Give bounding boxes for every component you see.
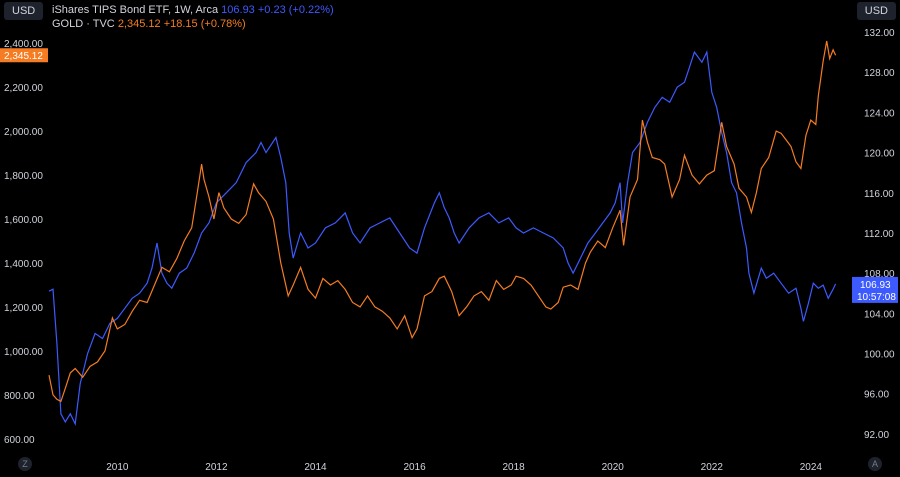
x-axis-tick-label: 2014 [304,462,327,473]
left-axis-tick-label: 800.00 [4,391,35,402]
right-axis-tick-label: 108.00 [864,269,895,280]
x-axis-tick-label: 2012 [205,462,228,473]
legend-gold-price: 2,345.12 [117,18,161,30]
legend-tips-name: iShares TIPS Bond ETF, 1W, Arca [52,4,219,16]
left-axis-tick-label: 1,000.00 [4,347,43,358]
series-line-tips [48,50,837,426]
right-axis-tick-label: 112.00 [864,229,894,240]
left-axis-tick-label: 600.00 [4,435,35,446]
x-axis-tick-label: 2020 [602,462,625,473]
tips-last-value-label: 106.93 [860,280,891,291]
auto-scale-button[interactable]: A [868,457,882,471]
series-line-gold [48,40,837,403]
legend-tips-change: +0.23 (+0.22%) [257,4,334,16]
left-axis-tick-label: 1,800.00 [4,171,43,182]
legend-gold-name: GOLD · TVC [52,18,115,30]
right-axis-tick-label: 128.00 [864,68,895,79]
right-axis-tick-label: 116.00 [864,189,894,200]
legend-gold-change: +18.15 (+0.78%) [163,18,246,30]
gold-last-value-badge [0,48,48,63]
gold-last-value-label: 2,345.12 [4,51,43,62]
right-axis-tick-label: 120.00 [864,149,895,160]
zoom-button[interactable]: Z [18,457,32,471]
right-axis-tick-label: 100.00 [864,350,895,361]
left-axis-tick-label: 1,400.00 [4,259,43,270]
left-axis-tick-label: 1,600.00 [4,215,43,226]
left-currency-button[interactable]: USD [4,2,44,20]
right-axis-tick-label: 96.00 [864,390,889,401]
bar-countdown-label: 10:57:08 [857,292,896,303]
right-axis-tick-label: 124.00 [864,108,895,119]
legend-tips-price: 106.93 [221,4,255,16]
left-axis-tick-label: 2,200.00 [4,83,43,94]
left-axis-tick-label: 1,200.00 [4,303,43,314]
x-axis-tick-label: 2016 [403,462,426,473]
legend-gold[interactable]: GOLD · TVC 2,345.12 +18.15 (+0.78%) [52,18,246,30]
right-currency-button[interactable]: USD [856,2,896,20]
left-axis-tick-label: 2,400.00 [4,39,43,50]
tips-last-value-badge [852,276,898,303]
x-axis-tick-label: 2022 [701,462,724,473]
x-axis-tick-label: 2024 [800,462,823,473]
x-axis-tick-label: 2010 [106,462,129,473]
right-axis-tick-label: 92.00 [864,430,889,441]
right-axis-tick-label: 104.00 [864,309,895,320]
right-axis-tick-label: 132.00 [864,28,895,39]
x-axis-tick-label: 2018 [503,462,526,473]
legend-tips[interactable]: iShares TIPS Bond ETF, 1W, Arca 106.93 +… [52,4,334,16]
left-axis-tick-label: 2,000.00 [4,127,43,138]
